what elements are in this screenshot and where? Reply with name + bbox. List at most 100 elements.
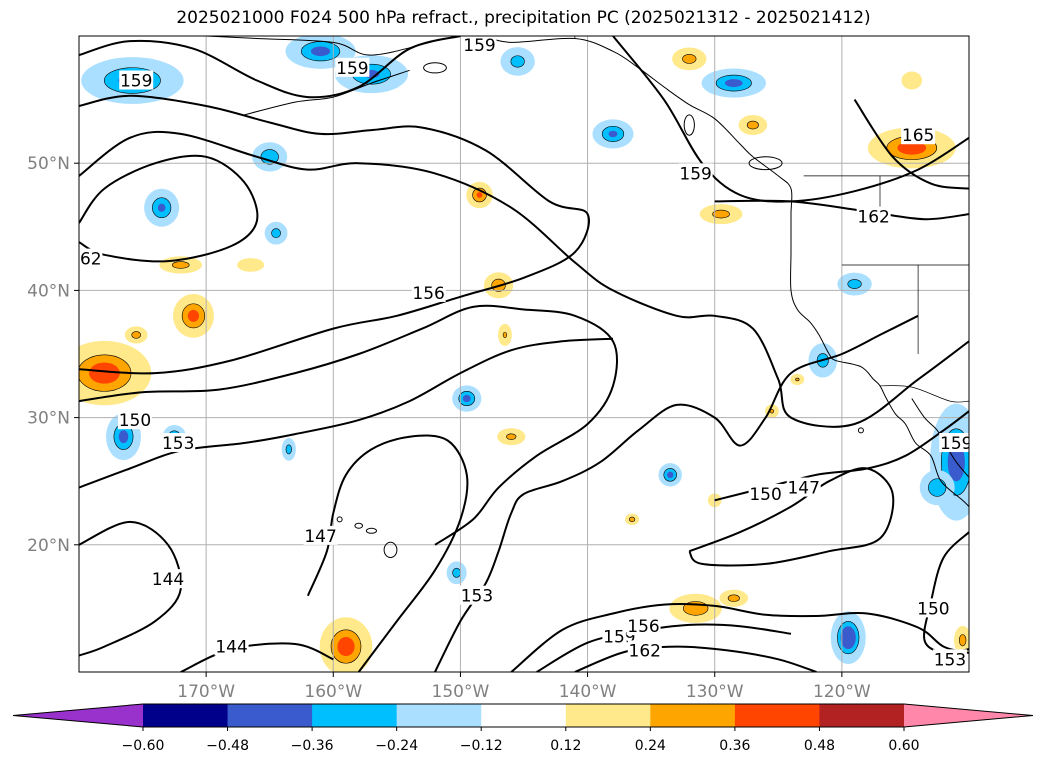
contour-line (79, 36, 461, 99)
precip-blob (157, 203, 166, 212)
x-tick-label: 160°W (304, 682, 362, 702)
precip-blob (712, 209, 730, 219)
precip-blob (727, 594, 740, 602)
coastline (485, 36, 969, 507)
coastline (244, 69, 410, 116)
colorbar-extend-low (13, 704, 143, 727)
border-line (879, 385, 969, 403)
island (354, 522, 364, 529)
contour-line (79, 304, 618, 546)
contour-label-bg (462, 36, 497, 54)
precip-blob (506, 433, 517, 440)
contour-line (574, 645, 817, 672)
precip-blob (901, 71, 923, 90)
precip-blob (237, 258, 265, 272)
contour-label-bg (932, 649, 967, 669)
island (683, 114, 695, 136)
colorbar-tick-label: −0.36 (291, 738, 334, 754)
contour-label: 144 (152, 570, 184, 590)
contour-label-bg (119, 70, 154, 90)
colorbar-segment (819, 704, 905, 727)
contour-label: 162 (857, 208, 889, 228)
precip-blob (118, 430, 129, 444)
contour-line (688, 467, 895, 567)
precip-blob (847, 279, 862, 289)
precip-blob (476, 192, 483, 198)
x-tick-label: 140°W (559, 682, 617, 702)
colorbar-tick-label: 0.24 (635, 738, 666, 754)
colorbar-segment (227, 704, 313, 727)
colorbar-segment (565, 704, 651, 727)
contour-line (79, 337, 614, 489)
contour-label: 165 (902, 126, 934, 146)
x-tick-label: 120°W (813, 682, 871, 702)
precip-blob (682, 53, 697, 64)
contour-line (510, 602, 969, 672)
contour-label-bg (939, 433, 969, 453)
contour-label: 162 (69, 250, 101, 270)
colorbar-segment (734, 704, 820, 727)
island (423, 62, 447, 74)
precip-blob (628, 516, 636, 522)
contour-line (853, 99, 969, 190)
contour-label: 150 (749, 485, 781, 505)
colorbar-tick-label: 0.48 (804, 738, 835, 754)
colorbar-segment (396, 704, 482, 727)
contour-label: 147 (304, 527, 336, 547)
contour-label-bg (626, 616, 661, 636)
contour-label-bg (303, 525, 338, 545)
precip-blob (724, 79, 743, 88)
x-tick-label: 150°W (432, 682, 490, 702)
precip-blob (958, 634, 967, 647)
contour-line (79, 520, 183, 657)
contour-label: 144 (215, 638, 247, 658)
colorbar-extend-high (904, 704, 1033, 727)
precip-blob (171, 261, 190, 269)
precip-blob (310, 46, 331, 57)
contour-label: 150 (119, 411, 151, 431)
contour-label-bg (856, 206, 891, 226)
precip-blob (795, 377, 800, 382)
y-tick-label: 40°N (27, 281, 70, 301)
contour-label: 159 (336, 59, 368, 79)
contour-label: 156 (627, 617, 659, 637)
contour-label: 147 (787, 479, 819, 499)
contour-labels: 159 159 159 159 165 162 162 156 150 153 147 144 144 1… (69, 36, 969, 670)
contour-label: 153 (162, 434, 194, 454)
colorbar-tick-label: −0.12 (460, 738, 503, 754)
contour-label-bg (335, 57, 370, 77)
contour-label: 159 (463, 36, 495, 56)
contour-line (306, 434, 469, 672)
precip-blob (131, 331, 142, 339)
contour-label-bg (627, 640, 662, 660)
island (336, 516, 343, 523)
contour-label-bg (214, 636, 249, 656)
precip-blob (510, 55, 525, 68)
island (748, 156, 783, 171)
x-tick-label: 170°W (177, 682, 235, 702)
contour-line (180, 642, 334, 672)
precip-blob (502, 331, 508, 339)
colorbar-segment (312, 704, 398, 727)
contour-line (79, 154, 259, 263)
precip-blob (285, 444, 292, 455)
y-tick-label: 50°N (27, 154, 70, 174)
colorbar-segment (143, 704, 229, 727)
precip-blob (337, 636, 355, 657)
colorbar-tick-label: −0.60 (122, 738, 165, 754)
contour-label: 159 (120, 72, 152, 92)
contour-label: 156 (412, 284, 444, 304)
precip-blob (462, 394, 471, 403)
contour-label-bg (161, 433, 196, 453)
colorbar-tick-label: −0.24 (375, 738, 418, 754)
precip-blob (187, 309, 200, 322)
colorbar-tick-label: −0.48 (206, 738, 249, 754)
axis-ticks: 170°W 160°W 150°W 140°W 130°W 120°W 50°N 40°N 30… (27, 154, 871, 702)
contour-label-bg (901, 125, 936, 145)
contour-label-bg (117, 410, 152, 430)
precip-blob (928, 478, 947, 497)
contour-line (79, 130, 969, 428)
contour-label-bg (151, 569, 185, 589)
precip-blob (667, 471, 674, 479)
